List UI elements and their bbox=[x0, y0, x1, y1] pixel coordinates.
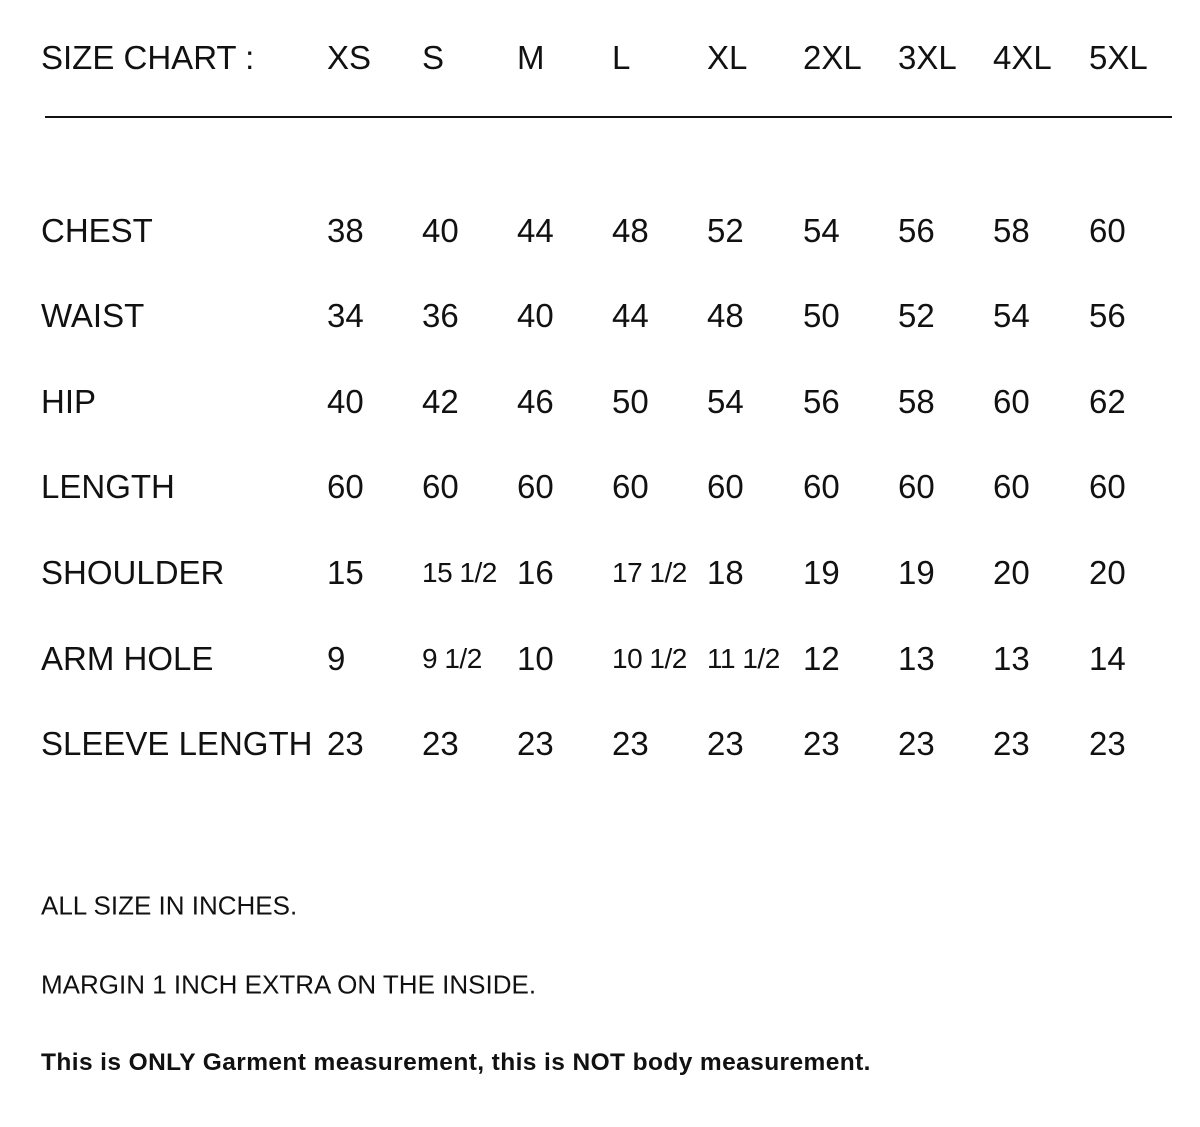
measurement-cell: 54 bbox=[993, 297, 1030, 334]
measurement-cell: 11 1/2 bbox=[707, 643, 780, 674]
row-label: CHEST bbox=[41, 212, 153, 249]
measurement-cell: 44 bbox=[612, 297, 649, 334]
measurement-cell: 10 1/2 bbox=[612, 643, 687, 674]
size-header-s: S bbox=[422, 39, 445, 76]
measurement-cell: 60 bbox=[1089, 468, 1126, 505]
measurement-cell: 54 bbox=[707, 383, 744, 420]
size-header-5xl: 5XL bbox=[1089, 39, 1148, 76]
size-header-xl: XL bbox=[707, 39, 748, 76]
measurement-cell: 23 bbox=[707, 725, 744, 762]
measurement-cell: 40 bbox=[517, 297, 554, 334]
note-garment-measurement: This is ONLY Garment measurement, this i… bbox=[41, 1049, 871, 1076]
row-label: SLEEVE LENGTH bbox=[41, 725, 313, 762]
measurement-cell: 52 bbox=[898, 297, 935, 334]
measurement-cell: 40 bbox=[422, 212, 459, 249]
measurement-cell: 19 bbox=[898, 554, 935, 591]
row-label: LENGTH bbox=[41, 468, 175, 505]
measurement-cell: 16 bbox=[517, 554, 554, 591]
measurement-cell: 60 bbox=[327, 468, 364, 505]
measurement-cell: 48 bbox=[707, 297, 744, 334]
measurement-cell: 46 bbox=[517, 383, 554, 420]
measurement-cell: 20 bbox=[993, 554, 1030, 591]
measurement-cell: 56 bbox=[803, 383, 840, 420]
measurement-cell: 40 bbox=[327, 383, 364, 420]
size-header-m: M bbox=[517, 39, 545, 76]
measurement-cell: 60 bbox=[993, 383, 1030, 420]
measurement-cell: 23 bbox=[612, 725, 649, 762]
measurement-cell: 23 bbox=[1089, 725, 1126, 762]
measurement-cell: 23 bbox=[993, 725, 1030, 762]
row-label: SHOULDER bbox=[41, 554, 225, 591]
measurement-cell: 60 bbox=[612, 468, 649, 505]
note-margin: MARGIN 1 INCH EXTRA ON THE INSIDE. bbox=[41, 969, 537, 1000]
measurement-cell: 60 bbox=[1089, 212, 1126, 249]
measurement-cell: 14 bbox=[1089, 640, 1126, 677]
size-header-2xl: 2XL bbox=[803, 39, 862, 76]
measurement-cell: 58 bbox=[898, 383, 935, 420]
measurement-cell: 19 bbox=[803, 554, 840, 591]
measurement-cell: 38 bbox=[327, 212, 364, 249]
measurement-cell: 23 bbox=[803, 725, 840, 762]
measurement-cell: 60 bbox=[803, 468, 840, 505]
measurement-cell: 15 bbox=[327, 554, 364, 591]
measurement-cell: 52 bbox=[707, 212, 744, 249]
measurement-cell: 17 1/2 bbox=[612, 557, 687, 588]
measurement-cell: 10 bbox=[517, 640, 554, 677]
measurement-cell: 44 bbox=[517, 212, 554, 249]
measurement-cell: 60 bbox=[422, 468, 459, 505]
measurement-cell: 23 bbox=[327, 725, 364, 762]
measurement-cell: 54 bbox=[803, 212, 840, 249]
measurement-cell: 12 bbox=[803, 640, 840, 677]
note-units: ALL SIZE IN INCHES. bbox=[41, 890, 298, 921]
row-label: WAIST bbox=[41, 297, 145, 334]
row-label: ARM HOLE bbox=[41, 640, 214, 677]
size-header-l: L bbox=[612, 39, 631, 76]
measurement-cell: 13 bbox=[993, 640, 1030, 677]
measurement-cell: 56 bbox=[898, 212, 935, 249]
measurement-cell: 50 bbox=[803, 297, 840, 334]
measurement-cell: 60 bbox=[517, 468, 554, 505]
size-header-4xl: 4XL bbox=[993, 39, 1052, 76]
measurement-cell: 9 bbox=[327, 640, 346, 677]
measurement-cell: 13 bbox=[898, 640, 935, 677]
size-chart-title: SIZE CHART : bbox=[41, 39, 255, 76]
measurement-cell: 60 bbox=[898, 468, 935, 505]
measurement-cell: 18 bbox=[707, 554, 744, 591]
measurement-cell: 34 bbox=[327, 297, 364, 334]
measurement-cell: 62 bbox=[1089, 383, 1126, 420]
measurement-cell: 9 1/2 bbox=[422, 643, 482, 674]
size-header-xs: XS bbox=[327, 39, 372, 76]
measurement-cell: 15 1/2 bbox=[422, 557, 497, 588]
measurement-cell: 60 bbox=[707, 468, 744, 505]
measurement-cell: 23 bbox=[898, 725, 935, 762]
measurement-cell: 42 bbox=[422, 383, 459, 420]
measurement-cell: 50 bbox=[612, 383, 649, 420]
measurement-cell: 48 bbox=[612, 212, 649, 249]
size-header-3xl: 3XL bbox=[898, 39, 957, 76]
measurement-cell: 23 bbox=[422, 725, 459, 762]
measurement-cell: 60 bbox=[993, 468, 1030, 505]
measurement-cell: 20 bbox=[1089, 554, 1126, 591]
measurement-cell: 23 bbox=[517, 725, 554, 762]
header-divider bbox=[45, 116, 1172, 118]
measurement-cell: 56 bbox=[1089, 297, 1126, 334]
row-label: HIP bbox=[41, 383, 97, 420]
measurement-cell: 36 bbox=[422, 297, 459, 334]
measurement-cell: 58 bbox=[993, 212, 1030, 249]
